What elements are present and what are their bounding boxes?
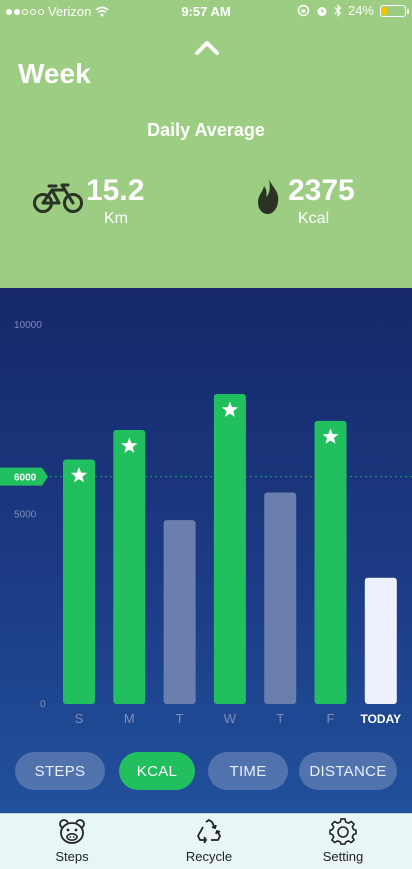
x-tick-label: F [327,711,335,726]
signal-strength [6,8,44,15]
nav-item-recycle[interactable]: Recycle [164,814,254,869]
battery-level [382,6,388,15]
x-tick-label: M [124,711,135,726]
nav-item-steps[interactable]: Steps [27,814,117,869]
metric-tabs: STEPS KCAL TIME DISTANCE [0,752,412,790]
bluetooth-icon [334,4,342,17]
y-tick-label: 5000 [14,510,37,521]
carrier-name: Verizon [48,4,92,19]
recycle-icon [197,819,221,844]
y-tick-label: 10000 [14,320,42,331]
wifi-icon [95,6,109,17]
calories-value: 2375 [288,174,355,207]
carrier-info: Verizon [6,4,109,19]
goal-star-icon [121,437,138,453]
nav-label-recycle: Recycle [185,849,233,864]
signal-dot [22,8,28,15]
weekly-bar-chart: 0 5000 10000 6000 S M T W T F TODAY [0,320,412,726]
chart-bar [163,520,196,704]
nav-label-steps: Steps [55,849,89,864]
x-tick-label: W [224,711,237,726]
signal-dot [6,8,12,15]
distance-stat: 15.2 Km [0,170,206,230]
weekly-chart-area: 0 5000 10000 6000 S M T W T F TODAY [0,288,412,813]
chart-bar [213,393,246,704]
tab-steps[interactable]: STEPS [15,752,105,790]
goal-star-icon [221,401,238,417]
chart-bar [314,420,347,704]
signal-dot [38,8,44,15]
signal-dot [30,8,36,15]
tab-distance[interactable]: DISTANCE [299,752,397,790]
goal-star-icon [322,428,339,444]
x-tick-label: T [176,711,184,726]
calories-unit: Kcal [298,210,330,227]
chart-bar [364,577,397,704]
goal-label: 6000 [14,473,37,484]
goal-marker [0,467,48,486]
x-tick-label: TODAY [360,712,401,726]
tab-time[interactable]: TIME [208,752,288,790]
status-bar: Verizon 9:57 AM 24% [0,0,412,24]
battery-icon [380,4,409,17]
period-title: Week [18,58,91,89]
tab-kcal[interactable]: KCAL [119,752,195,790]
chart-bar [63,459,95,704]
rotation-lock-icon [297,4,310,17]
goal-star-icon [70,467,88,483]
distance-value: 15.2 [86,174,145,207]
calories-stat: 2375 Kcal [206,170,412,230]
clock: 9:57 AM [181,4,231,19]
bicycle-icon [33,183,83,213]
flame-icon [258,176,279,214]
signal-dot [14,8,20,15]
summary-header: Verizon 9:57 AM 24% We [0,0,412,288]
y-tick-label: 0 [40,699,46,710]
chevron-up-icon[interactable] [194,40,220,56]
alarm-icon [317,6,327,16]
bottom-nav: Steps Recycle Setting [0,813,412,869]
distance-unit: Km [104,210,128,227]
battery-percent: 24% [347,3,374,18]
daily-average-label: Daily Average [147,120,265,140]
x-tick-label: S [75,711,84,726]
nav-label-setting: Setting [322,849,364,864]
chart-bar [113,429,146,704]
nav-item-setting[interactable]: Setting [298,814,388,869]
pig-face-icon [59,819,85,844]
gear-icon [329,818,357,845]
x-tick-label: T [276,711,284,726]
status-icons: 24% [297,3,409,18]
chart-bar [264,492,297,704]
